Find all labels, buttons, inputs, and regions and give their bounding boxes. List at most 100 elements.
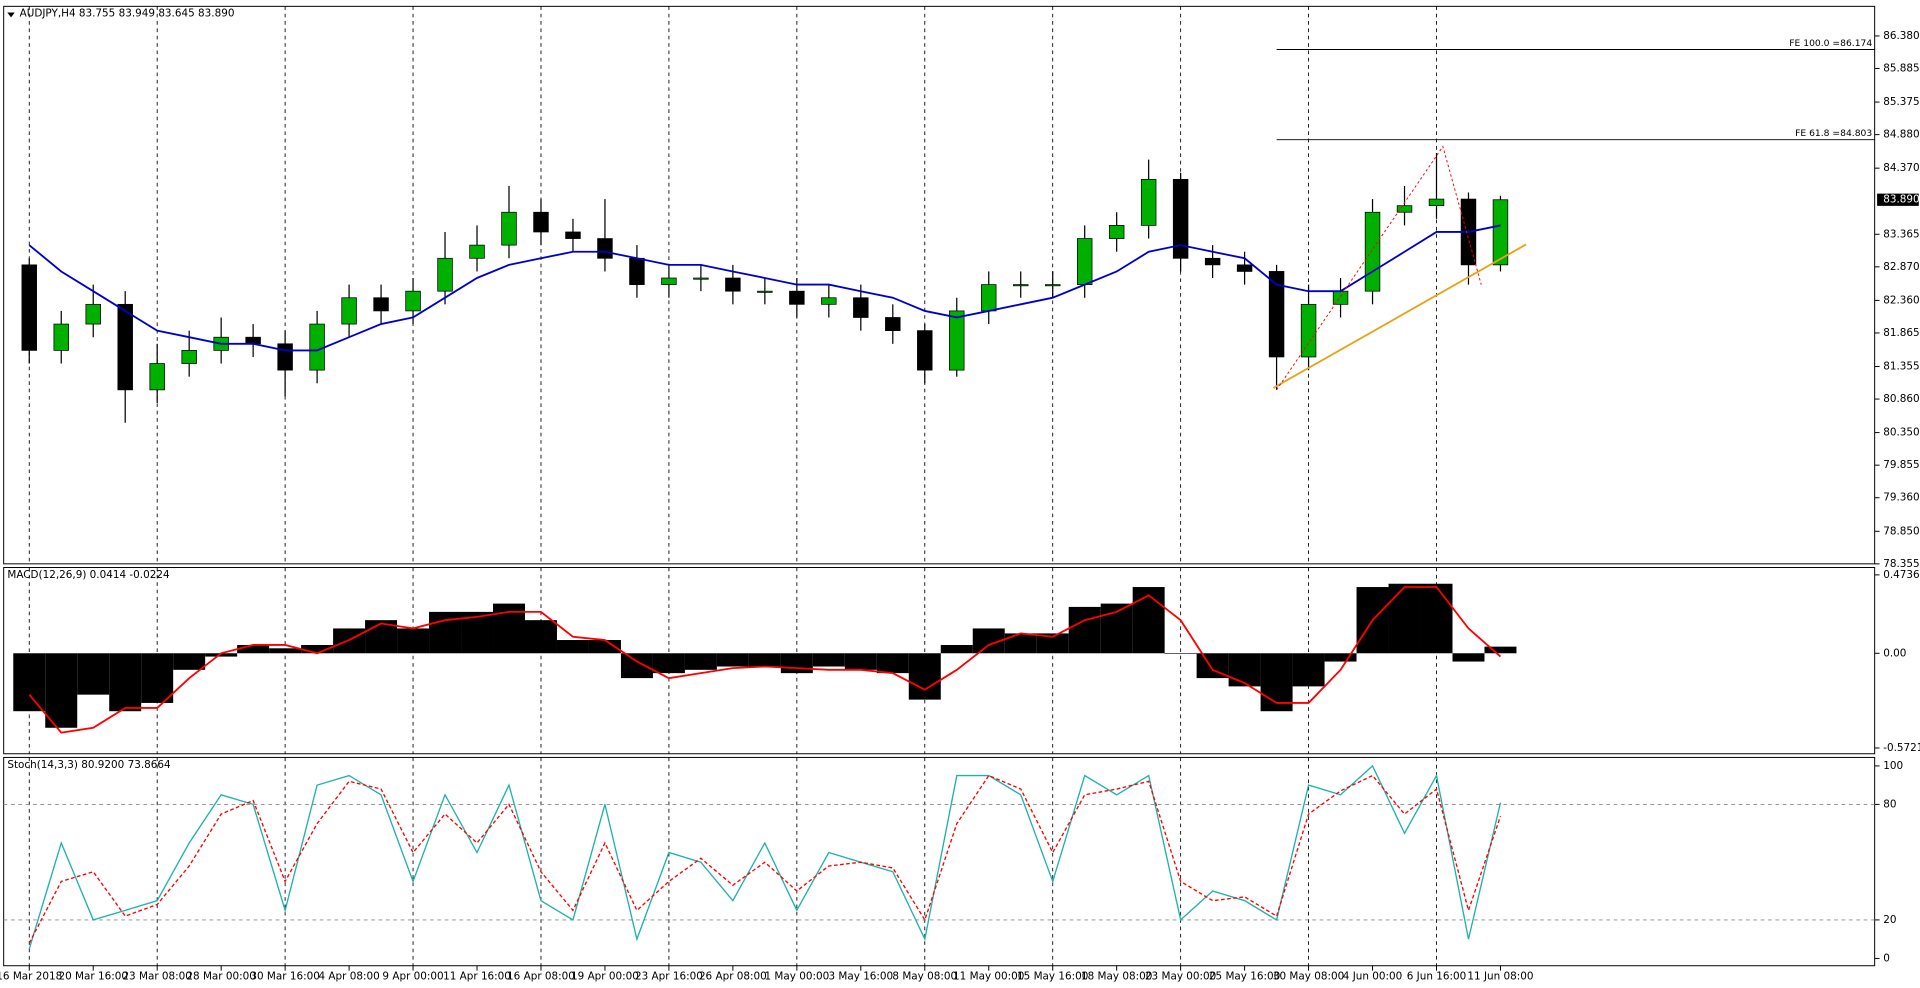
candle-body	[277, 343, 293, 371]
y-tick-label: 100	[1883, 760, 1903, 772]
macd-bar	[524, 620, 557, 654]
symbol-menu-icon[interactable]	[7, 12, 15, 18]
x-tick-label: 11 Jun 08:00	[1467, 971, 1533, 983]
candle-body	[533, 211, 549, 233]
y-tick-label: 81.865	[1883, 327, 1919, 339]
fibo-expansion	[1276, 145, 1482, 391]
macd-bar	[716, 653, 749, 667]
x-tick-label: 25 May 16:00	[1209, 971, 1280, 983]
macd-bar	[940, 644, 973, 654]
y-tick-label: 82.360	[1883, 294, 1919, 306]
y-tick-label: 80.350	[1883, 427, 1919, 439]
candle-body	[1076, 238, 1093, 285]
macd-bar	[237, 644, 270, 654]
candle-body	[725, 277, 741, 292]
macd-bar	[13, 653, 46, 712]
candle-body	[853, 297, 869, 318]
candle-body	[309, 323, 325, 371]
candle-body	[1236, 264, 1253, 272]
x-tick-label: 16 Apr 08:00	[507, 971, 575, 983]
macd-bar	[780, 653, 813, 674]
y-tick-label: 86.380	[1883, 30, 1919, 42]
candle-body	[437, 257, 453, 292]
panel-title: Stoch(14,3,3) 80.9200 73.8664	[7, 759, 171, 771]
candle-body	[885, 317, 901, 332]
macd-bar	[1292, 653, 1325, 687]
macd-bar	[1324, 653, 1357, 662]
macd-bar	[844, 653, 877, 670]
candle-body	[917, 330, 933, 371]
macd-bar	[1068, 606, 1101, 654]
x-tick-label: 11 Apr 16:00	[443, 971, 511, 983]
y-tick-label: 79.855	[1883, 459, 1919, 471]
y-tick-label: 85.885	[1883, 63, 1919, 75]
macd-bar	[1452, 653, 1485, 662]
candle-body	[149, 363, 165, 391]
y-tick-label: 79.360	[1883, 492, 1919, 504]
macd-bar	[588, 640, 621, 654]
candle-body	[757, 290, 773, 293]
candle-body	[1332, 290, 1349, 305]
x-tick-label: 20 Mar 16:00	[58, 971, 127, 983]
candle-body	[629, 257, 645, 285]
macd-bar	[77, 653, 110, 695]
y-tick-label: -0.5721	[1883, 742, 1920, 754]
candle-body	[661, 277, 677, 285]
y-tick-label: 80.860	[1883, 393, 1919, 405]
y-tick-label: 0	[1883, 952, 1890, 964]
macd-bar	[812, 653, 845, 667]
stoch-line	[28, 774, 1502, 944]
trend-line	[1272, 243, 1527, 389]
y-tick-label: 20	[1883, 914, 1896, 926]
y-tick-label: 83.365	[1883, 228, 1919, 240]
macd-bar	[1484, 646, 1517, 654]
candle-body	[1044, 284, 1061, 287]
y-tick-label: 81.355	[1883, 360, 1919, 372]
y-tick-label: 78.355	[1883, 558, 1919, 570]
moving-average	[28, 224, 1501, 352]
candle-body	[117, 303, 133, 391]
macd-bar	[173, 653, 206, 670]
candle-body	[1396, 205, 1413, 213]
stoch-panel-frame	[3, 756, 1876, 967]
macd-bar	[652, 653, 685, 674]
candle-body	[1364, 211, 1381, 292]
candle-body	[1428, 198, 1445, 207]
x-tick-label: 18 May 08:00	[1081, 971, 1152, 983]
y-tick-label: 84.370	[1883, 162, 1919, 174]
macd-bar	[1132, 587, 1165, 654]
candle-body	[1300, 303, 1317, 358]
macd-bar	[748, 653, 781, 667]
last-price-box	[1877, 193, 1919, 206]
candle-body	[1140, 178, 1157, 226]
macd-bar	[429, 611, 462, 654]
fibo-level-label: FE 61.8 =84.803	[1795, 128, 1872, 139]
last-price-label: 83.890	[1883, 194, 1919, 206]
y-tick-label: 82.870	[1883, 261, 1919, 273]
macd-bar	[301, 644, 334, 654]
macd-bar	[1420, 583, 1453, 654]
candle-body	[693, 277, 709, 280]
x-tick-label: 23 Mar 08:00	[122, 971, 191, 983]
macd-bar	[684, 653, 717, 670]
x-tick-label: 6 Jun 16:00	[1407, 971, 1466, 983]
macd-bar	[620, 653, 653, 679]
candle-body	[821, 297, 837, 305]
x-tick-label: 11 May 00:00	[953, 971, 1024, 983]
candle-body	[405, 290, 421, 312]
candle-body	[21, 264, 37, 351]
macd-bar	[1004, 633, 1037, 654]
price-panel-frame	[3, 5, 1876, 565]
y-tick-label: 78.850	[1883, 525, 1919, 537]
stoch-line	[28, 764, 1502, 950]
candle-body	[1172, 178, 1189, 259]
macd-bar	[1036, 633, 1069, 654]
candle-body	[981, 284, 997, 312]
candle-body	[1013, 284, 1029, 287]
x-tick-label: 30 May 08:00	[1273, 971, 1344, 983]
x-tick-label: 28 Mar 00:00	[186, 971, 255, 983]
macd-bar	[876, 653, 909, 674]
candle-body	[1204, 257, 1221, 266]
